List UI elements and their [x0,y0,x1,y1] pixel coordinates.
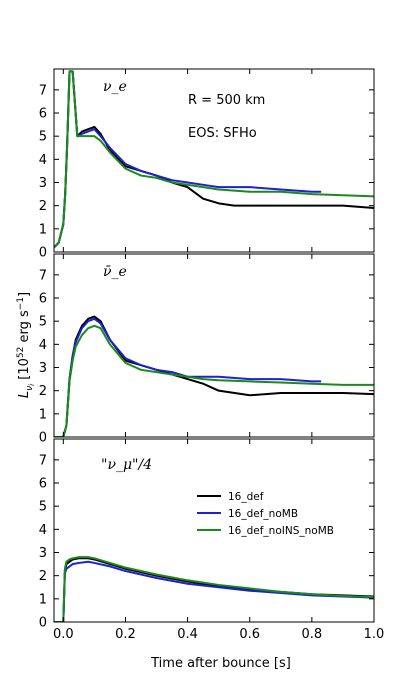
x-tick-label-0: 0.0 [53,627,74,642]
y-tick-label-0-2: 2 [39,199,47,214]
panels-group: 0 1 2 3 4 5 6 7 0 1 2 3 4 5 6 7 0 1 2 3 4 5 6 7 0.0 0.2 0.4 0.6 0.8 1… [39,68,385,642]
y-tick-label-0-4: 4 [39,153,47,168]
panel-frame-1 [53,253,375,438]
y-tick-label-0-3: 3 [39,176,47,191]
y-tick-label-1-3: 3 [39,361,47,376]
y-tick-label-1-4: 4 [39,338,47,353]
x-tick-label-5: 1.0 [364,627,385,642]
x-tick-label-1: 0.2 [115,627,136,642]
y-axis-label-unit-exp: −1 [16,297,26,310]
panel-label-nubar-e: ν̄_e [103,264,127,280]
panel-label-nu-e: ν_e [103,79,127,95]
y-tick-label-0-5: 5 [39,130,47,145]
y-tick-label-0-1: 1 [39,222,47,237]
y-tick-label-1-5: 5 [39,315,47,330]
x-axis-label: Time after bounce [s] [150,656,291,671]
y-tick-label-0-6: 6 [39,107,47,122]
y-axis-label-close: ] [17,292,32,297]
panel-frame-0 [53,68,375,253]
y-tick-label-1-7: 7 [39,268,47,283]
y-tick-label-2-6: 6 [39,477,47,492]
y-tick-label-0-0: 0 [39,246,47,261]
y-tick-label-1-2: 2 [39,384,47,399]
panel-frame-2 [53,438,375,623]
series-line-2-1 [54,560,374,622]
panel-label-nu-mu: "ν_μ"/4 [101,457,152,473]
series-line-2-2 [54,556,374,622]
y-tick-label-2-5: 5 [39,500,47,515]
series-line-1-1 [54,317,322,437]
legend: 16_def 16_def_noMB 16_def_noINS_noMB [197,491,334,537]
annotation-radius: R = 500 km [188,93,265,108]
legend-label-16-def: 16_def [228,491,264,503]
y-axis-label-L: L [17,391,32,398]
y-tick-label-2-0: 0 [39,616,47,631]
y-tick-label-2-3: 3 [39,546,47,561]
y-tick-label-0-7: 7 [39,83,47,98]
series-line-1-2 [54,324,374,437]
y-tick-label-1-6: 6 [39,292,47,307]
series-line-2-0 [54,557,374,622]
y-tick-label-2-1: 1 [39,592,47,607]
y-tick-label-1-1: 1 [39,407,47,422]
x-tick-label-4: 0.8 [302,627,323,642]
annotation-eos: EOS: SFHo [188,126,257,141]
y-tick-label-2-2: 2 [39,569,47,584]
y-axis-label: Lνi [1052 erg s−1] [16,292,36,398]
y-axis-label-sub-i: i [28,384,36,386]
legend-label-16-def-nomb: 16_def_noMB [228,508,298,520]
y-tick-label-2-7: 7 [39,453,47,468]
y-tick-label-1-0: 0 [39,431,47,446]
y-tick-label-2-4: 4 [39,523,47,538]
legend-label-16-def-noins-nomb: 16_def_noINS_noMB [228,525,334,537]
x-tick-label-3: 0.6 [239,627,260,642]
y-axis-label-bracket: [10 [17,358,32,384]
y-axis-label-unit: erg s [17,310,32,347]
series-line-0-2 [54,70,374,249]
y-axis-label-exp: 52 [16,347,26,358]
y-axis-label-sub: ν [25,386,35,391]
x-tick-label-2: 0.4 [177,627,198,642]
